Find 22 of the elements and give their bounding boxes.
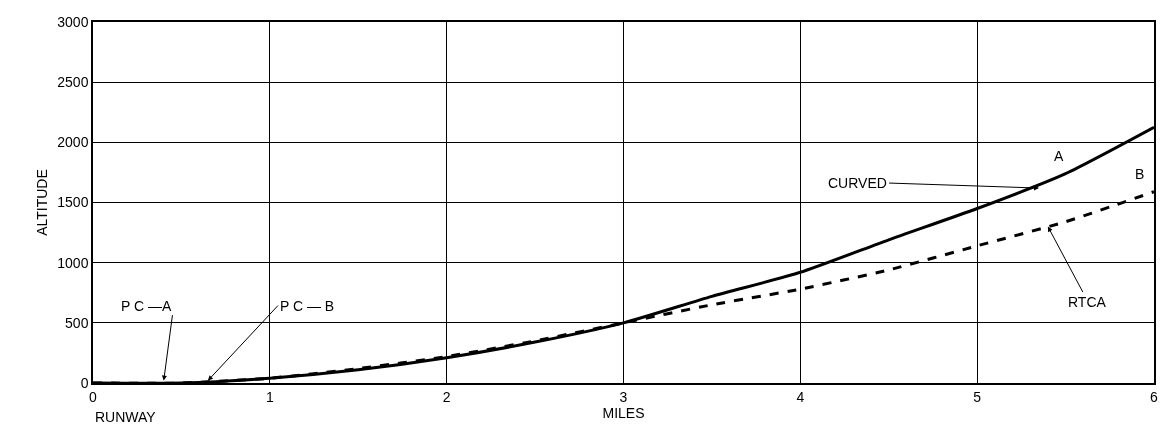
- x-tick-label: 5: [973, 388, 982, 405]
- annotation: P C —A: [121, 298, 172, 314]
- series-label: B: [1135, 166, 1145, 182]
- x-tick-label: 6: [1150, 388, 1159, 405]
- annotation: RTCA: [1068, 294, 1107, 310]
- x-tick-label: 4: [796, 388, 805, 405]
- x-tick-label: 1: [265, 388, 274, 405]
- y-tick-label: 0: [80, 374, 89, 391]
- annotation: P C — B: [280, 298, 335, 314]
- y-tick-label: 2000: [57, 134, 89, 151]
- annotation: CURVED: [828, 175, 887, 191]
- y-tick-label: 1000: [57, 254, 89, 271]
- x-axis-title: MILES: [602, 404, 645, 421]
- series-label: A: [1054, 148, 1064, 164]
- text: RUNWAY: [95, 409, 157, 425]
- x-tick-label: 3: [619, 388, 628, 405]
- y-axis-title: ALTITUDE: [34, 169, 51, 236]
- y-tick-label: 3000: [57, 13, 89, 30]
- x-tick-label: 2: [442, 388, 451, 405]
- y-tick-label: 1500: [57, 194, 89, 211]
- y-tick-label: 2500: [57, 74, 89, 91]
- y-tick-label: 500: [65, 314, 89, 331]
